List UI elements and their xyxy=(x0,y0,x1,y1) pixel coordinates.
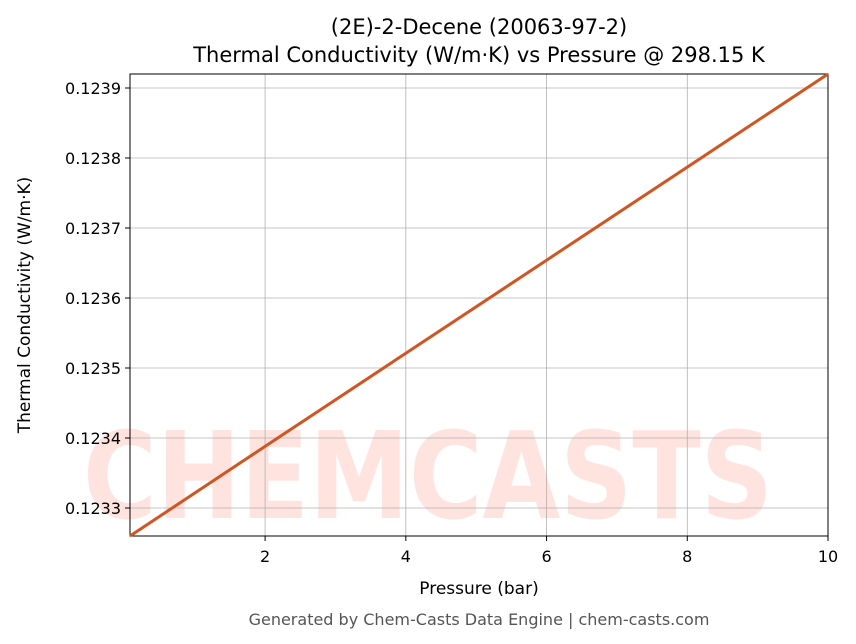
x-tick-label: 10 xyxy=(818,547,838,566)
x-axis-label: Pressure (bar) xyxy=(419,579,538,599)
y-axis-label: Thermal Conductivity (W/m·K) xyxy=(15,177,35,435)
chart-subtitle: Thermal Conductivity (W/m·K) vs Pressure… xyxy=(192,43,766,67)
line-series xyxy=(129,72,829,538)
x-tick-label: 4 xyxy=(401,547,411,566)
y-tick-label: 0.1237 xyxy=(65,219,121,238)
x-tick-label: 6 xyxy=(541,547,551,566)
y-tick-label: 0.1235 xyxy=(65,359,121,378)
plot-frame xyxy=(129,73,829,537)
y-tick-label: 0.1236 xyxy=(65,289,121,308)
x-tick-label: 2 xyxy=(260,547,270,566)
footer: Generated by Chem-Casts Data Engine | ch… xyxy=(249,610,710,629)
watermark: CHEMCASTS xyxy=(83,408,773,547)
y-tick-label: 0.1238 xyxy=(65,149,121,168)
y-tick-label: 0.1234 xyxy=(65,429,121,448)
y-tick-label: 0.1233 xyxy=(65,499,121,518)
x-tick-label: 8 xyxy=(682,547,692,566)
chart-title: (2E)-2-Decene (20063-97-2) xyxy=(331,15,627,39)
y-tick-label: 0.1239 xyxy=(65,79,121,98)
